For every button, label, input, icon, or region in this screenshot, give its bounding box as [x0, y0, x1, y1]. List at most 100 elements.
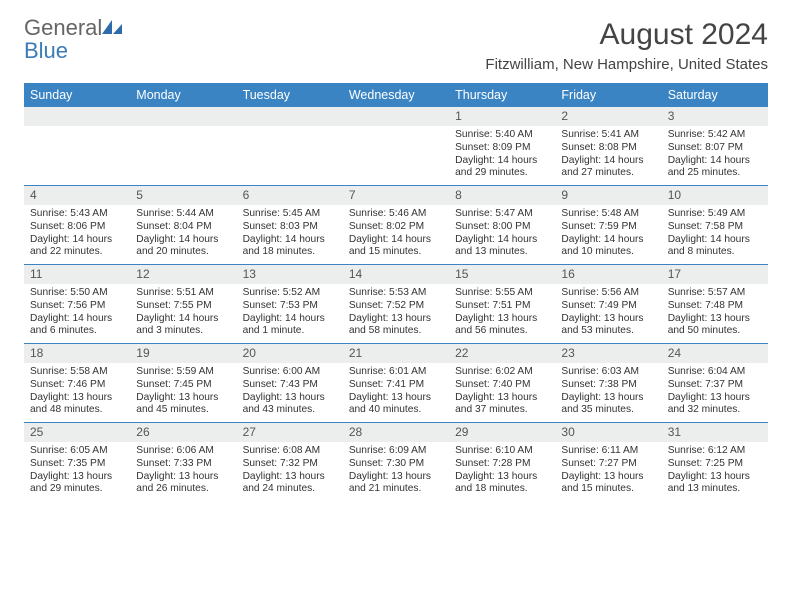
day-day1: Daylight: 14 hours: [243, 234, 337, 247]
day-cell: 28Sunrise: 6:09 AMSunset: 7:30 PMDayligh…: [343, 423, 449, 501]
day-sunrise: Sunrise: 5:47 AM: [455, 208, 549, 221]
sail-icon: [102, 20, 124, 41]
day-sunset: Sunset: 7:56 PM: [30, 300, 124, 313]
day-day2: and 18 minutes.: [455, 483, 549, 496]
day-body: Sunrise: 5:57 AMSunset: 7:48 PMDaylight:…: [662, 284, 768, 342]
day-day2: and 1 minute.: [243, 325, 337, 338]
day-day1: Daylight: 14 hours: [668, 234, 762, 247]
day-number: 21: [343, 344, 449, 363]
day-number: 3: [662, 107, 768, 126]
day-sunset: Sunset: 7:55 PM: [136, 300, 230, 313]
day-sunset: Sunset: 7:48 PM: [668, 300, 762, 313]
day-sunrise: Sunrise: 6:09 AM: [349, 445, 443, 458]
day-day1: Daylight: 13 hours: [243, 392, 337, 405]
day-number: 7: [343, 186, 449, 205]
month-title: August 2024: [485, 18, 768, 52]
location-subtitle: Fitzwilliam, New Hampshire, United State…: [485, 56, 768, 73]
day-number: 2: [555, 107, 661, 126]
day-cell: 4Sunrise: 5:43 AMSunset: 8:06 PMDaylight…: [24, 186, 130, 264]
day-day2: and 45 minutes.: [136, 404, 230, 417]
day-day2: and 37 minutes.: [455, 404, 549, 417]
day-day2: and 29 minutes.: [455, 167, 549, 180]
day-sunrise: Sunrise: 6:10 AM: [455, 445, 549, 458]
day-body: Sunrise: 5:48 AMSunset: 7:59 PMDaylight:…: [555, 205, 661, 263]
day-number: 17: [662, 265, 768, 284]
day-number: 28: [343, 423, 449, 442]
weekday-header: Monday: [130, 83, 236, 107]
day-day2: and 18 minutes.: [243, 246, 337, 259]
day-day1: Daylight: 14 hours: [243, 313, 337, 326]
day-cell: 29Sunrise: 6:10 AMSunset: 7:28 PMDayligh…: [449, 423, 555, 501]
day-sunset: Sunset: 7:45 PM: [136, 379, 230, 392]
day-cell: 19Sunrise: 5:59 AMSunset: 7:45 PMDayligh…: [130, 344, 236, 422]
day-cell: [237, 107, 343, 185]
day-day2: and 20 minutes.: [136, 246, 230, 259]
day-number: 9: [555, 186, 661, 205]
day-sunset: Sunset: 7:53 PM: [243, 300, 337, 313]
day-day1: Daylight: 13 hours: [30, 471, 124, 484]
day-cell: 9Sunrise: 5:48 AMSunset: 7:59 PMDaylight…: [555, 186, 661, 264]
day-sunset: Sunset: 7:28 PM: [455, 458, 549, 471]
day-cell: 30Sunrise: 6:11 AMSunset: 7:27 PMDayligh…: [555, 423, 661, 501]
day-body: Sunrise: 6:10 AMSunset: 7:28 PMDaylight:…: [449, 442, 555, 500]
logo-text: General Blue: [24, 18, 124, 61]
day-cell: 1Sunrise: 5:40 AMSunset: 8:09 PMDaylight…: [449, 107, 555, 185]
day-sunrise: Sunrise: 6:02 AM: [455, 366, 549, 379]
day-sunset: Sunset: 7:52 PM: [349, 300, 443, 313]
day-sunrise: Sunrise: 5:52 AM: [243, 287, 337, 300]
day-body: Sunrise: 6:11 AMSunset: 7:27 PMDaylight:…: [555, 442, 661, 500]
day-cell: 6Sunrise: 5:45 AMSunset: 8:03 PMDaylight…: [237, 186, 343, 264]
day-cell: 14Sunrise: 5:53 AMSunset: 7:52 PMDayligh…: [343, 265, 449, 343]
day-body: Sunrise: 5:46 AMSunset: 8:02 PMDaylight:…: [343, 205, 449, 263]
weeks-container: 1Sunrise: 5:40 AMSunset: 8:09 PMDaylight…: [24, 107, 768, 501]
day-body: Sunrise: 6:01 AMSunset: 7:41 PMDaylight:…: [343, 363, 449, 421]
day-sunrise: Sunrise: 5:41 AM: [561, 129, 655, 142]
day-body: Sunrise: 5:47 AMSunset: 8:00 PMDaylight:…: [449, 205, 555, 263]
day-sunrise: Sunrise: 5:46 AM: [349, 208, 443, 221]
day-sunrise: Sunrise: 6:06 AM: [136, 445, 230, 458]
day-body: Sunrise: 6:00 AMSunset: 7:43 PMDaylight:…: [237, 363, 343, 421]
week-row: 4Sunrise: 5:43 AMSunset: 8:06 PMDaylight…: [24, 186, 768, 265]
day-day1: Daylight: 13 hours: [455, 392, 549, 405]
day-day2: and 15 minutes.: [561, 483, 655, 496]
day-day2: and 10 minutes.: [561, 246, 655, 259]
day-cell: 17Sunrise: 5:57 AMSunset: 7:48 PMDayligh…: [662, 265, 768, 343]
day-sunrise: Sunrise: 5:51 AM: [136, 287, 230, 300]
day-day2: and 40 minutes.: [349, 404, 443, 417]
day-number: 23: [555, 344, 661, 363]
day-cell: [24, 107, 130, 185]
day-number: 31: [662, 423, 768, 442]
day-day1: Daylight: 13 hours: [243, 471, 337, 484]
day-body: [237, 126, 343, 133]
day-cell: 20Sunrise: 6:00 AMSunset: 7:43 PMDayligh…: [237, 344, 343, 422]
day-day1: Daylight: 14 hours: [30, 313, 124, 326]
day-number: 18: [24, 344, 130, 363]
day-cell: 12Sunrise: 5:51 AMSunset: 7:55 PMDayligh…: [130, 265, 236, 343]
day-sunset: Sunset: 7:33 PM: [136, 458, 230, 471]
day-body: Sunrise: 5:55 AMSunset: 7:51 PMDaylight:…: [449, 284, 555, 342]
day-day1: Daylight: 13 hours: [136, 471, 230, 484]
day-cell: [130, 107, 236, 185]
day-cell: 16Sunrise: 5:56 AMSunset: 7:49 PMDayligh…: [555, 265, 661, 343]
header: General Blue August 2024 Fitzwilliam, Ne…: [24, 18, 768, 73]
day-day1: Daylight: 13 hours: [30, 392, 124, 405]
day-body: Sunrise: 5:44 AMSunset: 8:04 PMDaylight:…: [130, 205, 236, 263]
day-body: [24, 126, 130, 133]
day-body: [130, 126, 236, 133]
day-day1: Daylight: 13 hours: [561, 392, 655, 405]
weekday-header: Sunday: [24, 83, 130, 107]
day-cell: 10Sunrise: 5:49 AMSunset: 7:58 PMDayligh…: [662, 186, 768, 264]
day-day1: Daylight: 14 hours: [349, 234, 443, 247]
day-sunrise: Sunrise: 6:03 AM: [561, 366, 655, 379]
day-body: Sunrise: 5:56 AMSunset: 7:49 PMDaylight:…: [555, 284, 661, 342]
day-number: 11: [24, 265, 130, 284]
day-day2: and 27 minutes.: [561, 167, 655, 180]
day-body: Sunrise: 5:53 AMSunset: 7:52 PMDaylight:…: [343, 284, 449, 342]
day-cell: 24Sunrise: 6:04 AMSunset: 7:37 PMDayligh…: [662, 344, 768, 422]
day-day2: and 13 minutes.: [668, 483, 762, 496]
day-day1: Daylight: 14 hours: [136, 313, 230, 326]
day-body: Sunrise: 6:06 AMSunset: 7:33 PMDaylight:…: [130, 442, 236, 500]
day-sunrise: Sunrise: 6:04 AM: [668, 366, 762, 379]
day-cell: 8Sunrise: 5:47 AMSunset: 8:00 PMDaylight…: [449, 186, 555, 264]
week-row: 11Sunrise: 5:50 AMSunset: 7:56 PMDayligh…: [24, 265, 768, 344]
